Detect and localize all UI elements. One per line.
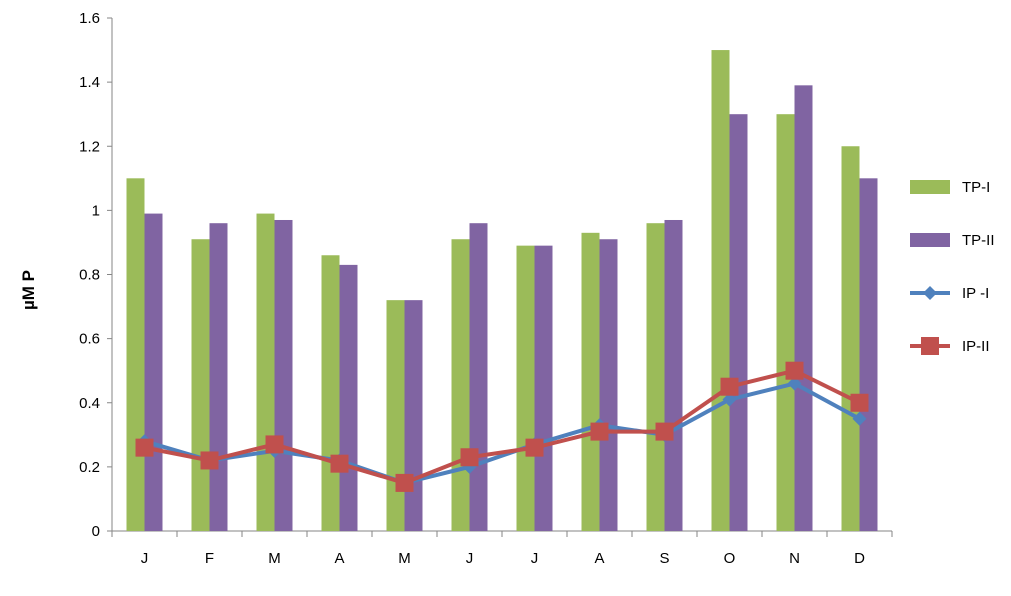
x-tick-label: A — [594, 550, 604, 567]
bar-tp-ii — [209, 223, 228, 531]
bar-tp-i — [646, 223, 665, 531]
bar-tp-ii — [339, 264, 358, 531]
bar-tp-ii — [274, 219, 293, 531]
legend-label: IP -I — [962, 285, 989, 302]
point-ip-ii — [200, 451, 219, 470]
point-ip-i — [722, 392, 737, 407]
bar-tp-ii — [859, 178, 878, 531]
bar-tp-ii — [534, 245, 553, 532]
point-ip-ii — [525, 438, 544, 457]
point-ip-ii — [655, 422, 674, 441]
legend-item-ip-ii: IP-II — [910, 337, 990, 355]
bar-tp-i — [581, 232, 600, 531]
legend-item-ip-i: IP -I — [910, 285, 989, 302]
x-tick-label: J — [141, 550, 149, 567]
point-ip-ii — [590, 422, 609, 441]
x-tick-label: D — [854, 550, 865, 567]
bar-tp-i — [126, 178, 145, 531]
point-ip-i — [787, 376, 802, 391]
legend-item-tp-i: TP-I — [910, 179, 990, 196]
point-ip-ii — [850, 393, 869, 412]
legend: TP-I TP-II IP -I IP-II — [910, 179, 995, 355]
x-tick-label: M — [268, 550, 281, 567]
bar-tp-i — [776, 114, 795, 531]
point-ip-ii — [265, 435, 284, 454]
legend-marker — [923, 286, 937, 300]
y-axis: 0 0.2 0.4 0.6 0.8 1 1.2 1.4 1.6 — [79, 10, 113, 540]
legend-label: IP-II — [962, 338, 990, 355]
x-tick-label: J — [531, 550, 539, 567]
legend-swatch — [910, 233, 950, 247]
bar-tp-ii — [664, 219, 683, 531]
legend-label: TP-I — [962, 179, 990, 196]
legend-marker — [921, 337, 939, 355]
point-ip-i — [852, 411, 867, 426]
y-axis-title: µM P — [19, 270, 38, 310]
y-tick-label: 1 — [92, 202, 100, 219]
bars — [126, 50, 878, 532]
legend-item-tp-ii: TP-II — [910, 232, 995, 249]
x-tick-label: A — [334, 550, 344, 567]
bar-tp-i — [256, 213, 275, 532]
bar-tp-i — [191, 239, 210, 531]
point-ip-ii — [330, 454, 349, 473]
legend-swatch — [910, 180, 950, 194]
legend-label: TP-II — [962, 232, 995, 249]
point-ip-ii — [135, 438, 154, 457]
point-ip-ii — [460, 448, 479, 467]
x-tick-label: S — [659, 550, 669, 567]
bar-tp-ii — [469, 223, 488, 531]
bar-tp-i — [321, 255, 340, 531]
y-tick-label: 0.2 — [79, 459, 100, 476]
bar-tp-i — [841, 146, 860, 531]
bar-tp-ii — [794, 85, 813, 532]
bar-tp-i — [711, 50, 730, 531]
line-ip-ii — [144, 368, 861, 485]
bar-tp-i — [386, 300, 405, 531]
x-tick-label: F — [205, 550, 214, 567]
point-ip-ii — [785, 361, 804, 380]
y-tick-label: 0.4 — [79, 395, 100, 412]
y-tick-label: 0.6 — [79, 331, 100, 348]
x-tick-label: M — [398, 550, 411, 567]
bar-tp-ii — [144, 213, 163, 532]
bar-tp-i — [516, 245, 535, 532]
x-tick-label: O — [724, 550, 736, 567]
y-tick-label: 0 — [92, 523, 100, 540]
lines — [135, 361, 869, 492]
x-tick-label: J — [466, 550, 474, 567]
line-ip-i — [143, 381, 861, 485]
bar-tp-ii — [729, 114, 748, 531]
y-tick-label: 0.8 — [79, 267, 100, 284]
x-tick-label: N — [789, 550, 800, 567]
point-ip-ii — [395, 473, 414, 492]
y-tick-label: 1.2 — [79, 138, 100, 155]
y-tick-label: 1.4 — [79, 74, 100, 91]
point-ip-ii — [720, 377, 739, 396]
y-tick-label: 1.6 — [79, 10, 100, 27]
bar-tp-i — [451, 239, 470, 531]
bar-tp-ii — [599, 239, 618, 531]
bar-tp-ii — [404, 300, 423, 531]
